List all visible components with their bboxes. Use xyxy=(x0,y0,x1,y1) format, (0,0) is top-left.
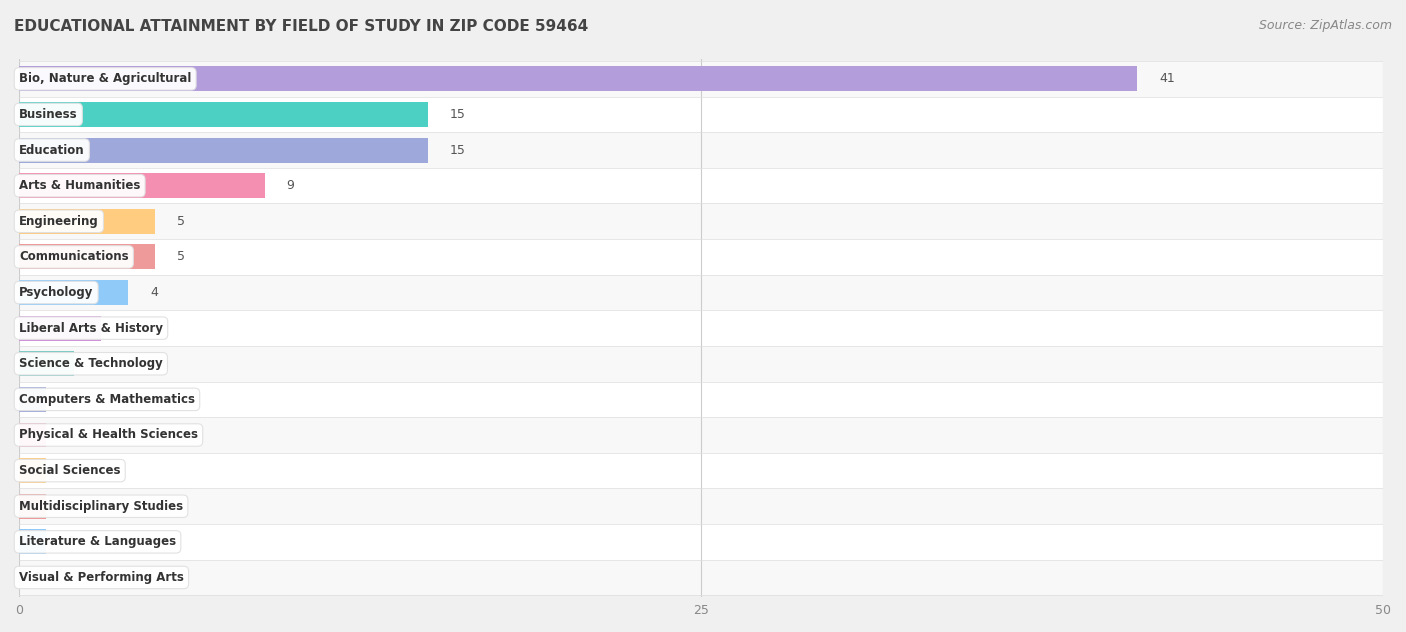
Bar xyxy=(20,494,46,519)
Bar xyxy=(20,351,73,376)
Text: 1: 1 xyxy=(67,500,76,513)
Bar xyxy=(20,310,1384,346)
Bar xyxy=(20,524,1384,560)
Bar xyxy=(20,61,1384,97)
Text: Liberal Arts & History: Liberal Arts & History xyxy=(20,322,163,335)
Text: Business: Business xyxy=(20,108,77,121)
Text: Engineering: Engineering xyxy=(20,215,98,228)
Bar xyxy=(20,423,46,447)
Text: Social Sciences: Social Sciences xyxy=(20,464,121,477)
Bar xyxy=(20,560,1384,595)
Bar xyxy=(20,209,156,234)
Text: 0: 0 xyxy=(32,571,41,584)
Bar xyxy=(20,530,46,554)
Text: 41: 41 xyxy=(1160,72,1175,85)
Bar xyxy=(20,97,1384,132)
Text: 15: 15 xyxy=(450,143,465,157)
Bar xyxy=(20,417,1384,453)
Text: 1: 1 xyxy=(67,464,76,477)
Text: Arts & Humanities: Arts & Humanities xyxy=(20,179,141,192)
Text: 1: 1 xyxy=(67,535,76,549)
Bar xyxy=(20,280,128,305)
Text: Source: ZipAtlas.com: Source: ZipAtlas.com xyxy=(1258,19,1392,32)
Bar xyxy=(20,453,1384,489)
Text: Literature & Languages: Literature & Languages xyxy=(20,535,176,549)
Text: Communications: Communications xyxy=(20,250,128,264)
Text: 5: 5 xyxy=(177,215,186,228)
Bar xyxy=(20,315,101,341)
Text: 3: 3 xyxy=(122,322,131,335)
Bar xyxy=(20,382,1384,417)
Text: Multidisciplinary Studies: Multidisciplinary Studies xyxy=(20,500,183,513)
Text: 9: 9 xyxy=(287,179,294,192)
Bar xyxy=(20,245,156,269)
Bar xyxy=(20,387,46,412)
Text: EDUCATIONAL ATTAINMENT BY FIELD OF STUDY IN ZIP CODE 59464: EDUCATIONAL ATTAINMENT BY FIELD OF STUDY… xyxy=(14,19,588,34)
Text: 1: 1 xyxy=(67,393,76,406)
Text: 4: 4 xyxy=(150,286,157,299)
Bar xyxy=(20,168,1384,204)
Bar xyxy=(20,489,1384,524)
Text: 15: 15 xyxy=(450,108,465,121)
Bar xyxy=(20,239,1384,275)
Text: Science & Technology: Science & Technology xyxy=(20,357,163,370)
Bar xyxy=(20,173,264,198)
Bar xyxy=(20,138,429,162)
Bar xyxy=(20,346,1384,382)
Text: Education: Education xyxy=(20,143,84,157)
Text: Visual & Performing Arts: Visual & Performing Arts xyxy=(20,571,184,584)
Bar xyxy=(20,275,1384,310)
Bar xyxy=(20,132,1384,168)
Text: 1: 1 xyxy=(67,428,76,442)
Text: Psychology: Psychology xyxy=(20,286,93,299)
Text: Computers & Mathematics: Computers & Mathematics xyxy=(20,393,195,406)
Text: 2: 2 xyxy=(96,357,103,370)
Text: Physical & Health Sciences: Physical & Health Sciences xyxy=(20,428,198,442)
Bar xyxy=(20,66,1137,91)
Text: 5: 5 xyxy=(177,250,186,264)
Bar xyxy=(20,102,429,127)
Text: Bio, Nature & Agricultural: Bio, Nature & Agricultural xyxy=(20,72,191,85)
Bar xyxy=(20,204,1384,239)
Bar xyxy=(20,458,46,483)
